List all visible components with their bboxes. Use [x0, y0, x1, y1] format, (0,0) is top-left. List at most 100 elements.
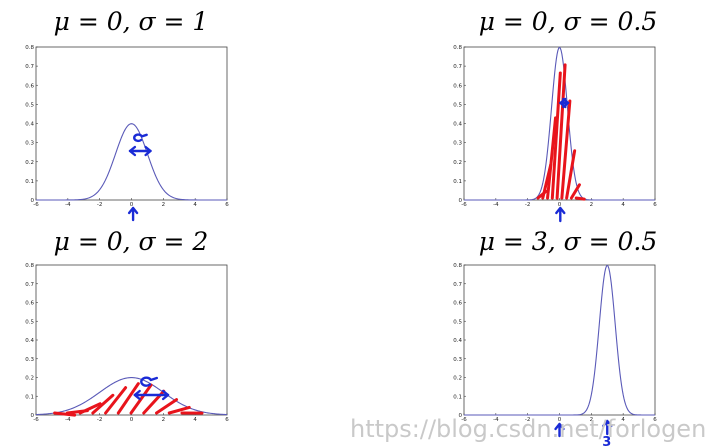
sigma-sketch-icon: [133, 133, 148, 143]
y-tick-label: 0.3: [453, 141, 462, 147]
x-tick-label: 0: [558, 202, 562, 208]
panels: μ = 0, σ = 1 -6 -4 -2 0 2 4 6 0 0.1 0.2 0.3 0.4 0.5 0.…: [25, 7, 657, 423]
y-tick-label: 0.7: [25, 282, 34, 288]
y-tick-label: 0.2: [25, 376, 34, 382]
y-tick-label: 0.4: [453, 338, 462, 344]
y-tick-label: 0.4: [25, 338, 34, 344]
x-tick-label: 6: [225, 417, 229, 423]
x-tick-label: 4: [621, 417, 625, 423]
y-tick-label: 0.5: [25, 102, 34, 108]
x-tick-label: 0: [558, 417, 562, 423]
x-tick-label: -4: [65, 202, 71, 208]
x-tick-label: 6: [225, 202, 229, 208]
origin-arrow-icon: [554, 422, 565, 438]
x-tick-label: -2: [97, 417, 102, 423]
x-tick-label: -6: [461, 417, 467, 423]
y-tick-label: 0: [459, 413, 463, 419]
hatch-stroke: [574, 196, 586, 201]
y-tick-label: 0.3: [453, 357, 462, 363]
y-tick-label: 0: [31, 198, 35, 204]
y-tick-label: 0.7: [453, 64, 462, 70]
x-tick-label: 4: [193, 202, 197, 208]
x-tick-label: 0: [130, 417, 134, 423]
series-line: [464, 46, 655, 201]
y-tick-label: 0.1: [453, 179, 462, 185]
x-tick-label: -4: [65, 417, 71, 423]
x-tick-label: 4: [193, 417, 197, 423]
x-tick-label: -4: [493, 202, 499, 208]
watermark: https://blog.csdn.net/forlogen: [350, 415, 706, 443]
mean-arrow-icon: [555, 206, 566, 223]
y-tick-label: 0.5: [25, 319, 34, 325]
chart-title: μ = 0, σ = 0.5: [479, 7, 658, 36]
spread-arrow-icon: [133, 389, 170, 401]
annotation-layer: 3: [53, 63, 613, 448]
x-tick-label: 4: [621, 202, 625, 208]
y-tick-label: 0.2: [453, 376, 462, 382]
hatch-stroke: [116, 382, 140, 415]
y-tick-label: 0.8: [25, 45, 34, 51]
series-line: [36, 123, 227, 201]
y-tick-label: 0.7: [453, 282, 462, 288]
x-tick-label: -2: [97, 202, 102, 208]
chart-title: μ = 0, σ = 2: [54, 227, 209, 256]
y-tick-label: 0.2: [25, 160, 34, 166]
hatch-stroke: [155, 398, 179, 415]
y-tick-label: 0.1: [25, 179, 34, 185]
mean-arrow-icon: [602, 419, 613, 436]
hatch-stroke: [555, 63, 567, 200]
axes-box: [463, 264, 656, 416]
x-tick-label: -2: [525, 417, 530, 423]
sigma-sketch-icon: [140, 376, 159, 387]
y-tick-label: 0.2: [453, 160, 462, 166]
hatch-stroke: [78, 402, 102, 415]
hatch-stroke: [53, 411, 77, 417]
x-tick-label: 2: [590, 417, 594, 423]
y-tick-label: 0.6: [453, 83, 462, 89]
chart-title: μ = 3, σ = 0.5: [479, 227, 658, 256]
y-tick-label: 0.4: [453, 122, 462, 128]
y-tick-label: 0.8: [25, 263, 34, 269]
y-tick-label: 0.4: [25, 122, 34, 128]
x-tick-label: 0: [130, 202, 134, 208]
y-tick-label: 0: [31, 413, 35, 419]
hatch-stroke: [569, 183, 581, 200]
hatch-stroke: [167, 405, 191, 415]
x-tick-label: 6: [653, 202, 657, 208]
hatch-stroke: [560, 99, 572, 200]
y-tick-label: 0.6: [25, 301, 34, 307]
hatch-stroke: [104, 386, 128, 415]
y-tick-label: 0.3: [25, 357, 34, 363]
y-tick-label: 0.5: [453, 319, 462, 325]
y-tick-label: 0: [459, 198, 463, 204]
series-line: [464, 264, 655, 416]
hatch-stroke: [550, 71, 562, 200]
chart-panel-2: μ = 0, σ = 0.5 -6 -4 -2 0 2 4 6 0 0.1 0.2 0.3 0.4 0.5…: [453, 7, 657, 208]
x-tick-label: 2: [590, 202, 594, 208]
hatch-stroke: [129, 383, 153, 415]
hatch-stroke: [91, 393, 115, 415]
chart-panel-3: μ = 0, σ = 2 -6 -4 -2 0 2 4 6 0 0.1 0.2 0.3 0.4 0.5 0.…: [25, 227, 229, 423]
x-tick-label: -6: [33, 202, 39, 208]
x-tick-label: 2: [162, 202, 166, 208]
x-tick-label: -4: [493, 417, 499, 423]
chart-panel-4: μ = 3, σ = 0.5 -6 -4 -2 0 2 4 6 0 0.1 0.2 0.3 0.4 0.5…: [453, 227, 657, 423]
chart-panel-1: μ = 0, σ = 1 -6 -4 -2 0 2 4 6 0 0.1 0.2 0.3 0.4 0.5 0.…: [25, 7, 229, 208]
y-tick-label: 0.1: [453, 394, 462, 400]
x-tick-label: -6: [461, 202, 467, 208]
chart-title: μ = 0, σ = 1: [54, 7, 209, 36]
hatch-stroke: [565, 149, 577, 200]
mean-arrow-icon: [127, 206, 139, 222]
y-tick-label: 0.7: [25, 64, 34, 70]
y-tick-label: 0.6: [25, 83, 34, 89]
series-line: [35, 377, 228, 416]
handwritten-mean-label: 3: [602, 435, 611, 448]
y-tick-label: 0.8: [453, 263, 462, 269]
y-tick-label: 0.5: [453, 102, 462, 108]
spread-arrow-icon: [559, 97, 570, 109]
spread-arrow-icon: [128, 145, 152, 157]
x-tick-label: 2: [162, 417, 166, 423]
y-tick-label: 0.6: [453, 301, 462, 307]
y-tick-label: 0.3: [25, 141, 34, 147]
